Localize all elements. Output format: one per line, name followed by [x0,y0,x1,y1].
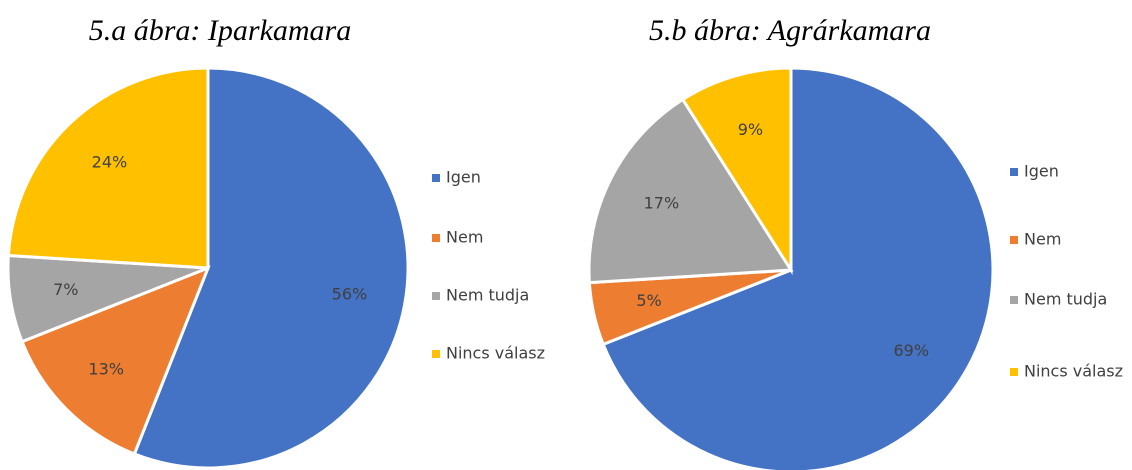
legend-swatch [432,292,440,300]
chart-title: 5.b ábra: Agrárkamara [649,14,931,47]
data-label: 7% [53,280,78,299]
legend-swatch [432,350,440,358]
pie-slice [680,66,793,276]
legend-swatch [432,174,440,182]
data-label: 17% [644,193,680,212]
legend-label: Nem [1024,230,1061,249]
legend-swatch [1010,368,1018,376]
data-label: 13% [88,359,124,378]
legend-label: Nem tudja [1024,290,1107,309]
data-label: 9% [738,120,763,139]
pie-slice [132,66,410,470]
legend-swatch [432,234,440,242]
data-label: 5% [636,291,661,310]
data-label: 56% [332,284,368,303]
data-label: 24% [92,153,128,172]
legend-label: Igen [1024,162,1059,181]
legend-swatch [1010,168,1018,176]
legend-swatch [1010,296,1018,304]
data-label: 69% [894,341,930,360]
legend-label: Nem tudja [446,286,529,305]
legend-label: Igen [446,168,481,187]
legend-label: Nem [446,228,483,247]
pie-slice [20,265,211,456]
legend-swatch [1010,236,1018,244]
legend-label: Nincs válasz [446,344,545,363]
pie-slice [601,66,995,470]
legend-label: Nincs válasz [1024,362,1123,381]
pie-slice [587,97,794,285]
pie-slice [6,66,210,270]
chart-title: 5.a ábra: Iparkamara [89,14,352,47]
